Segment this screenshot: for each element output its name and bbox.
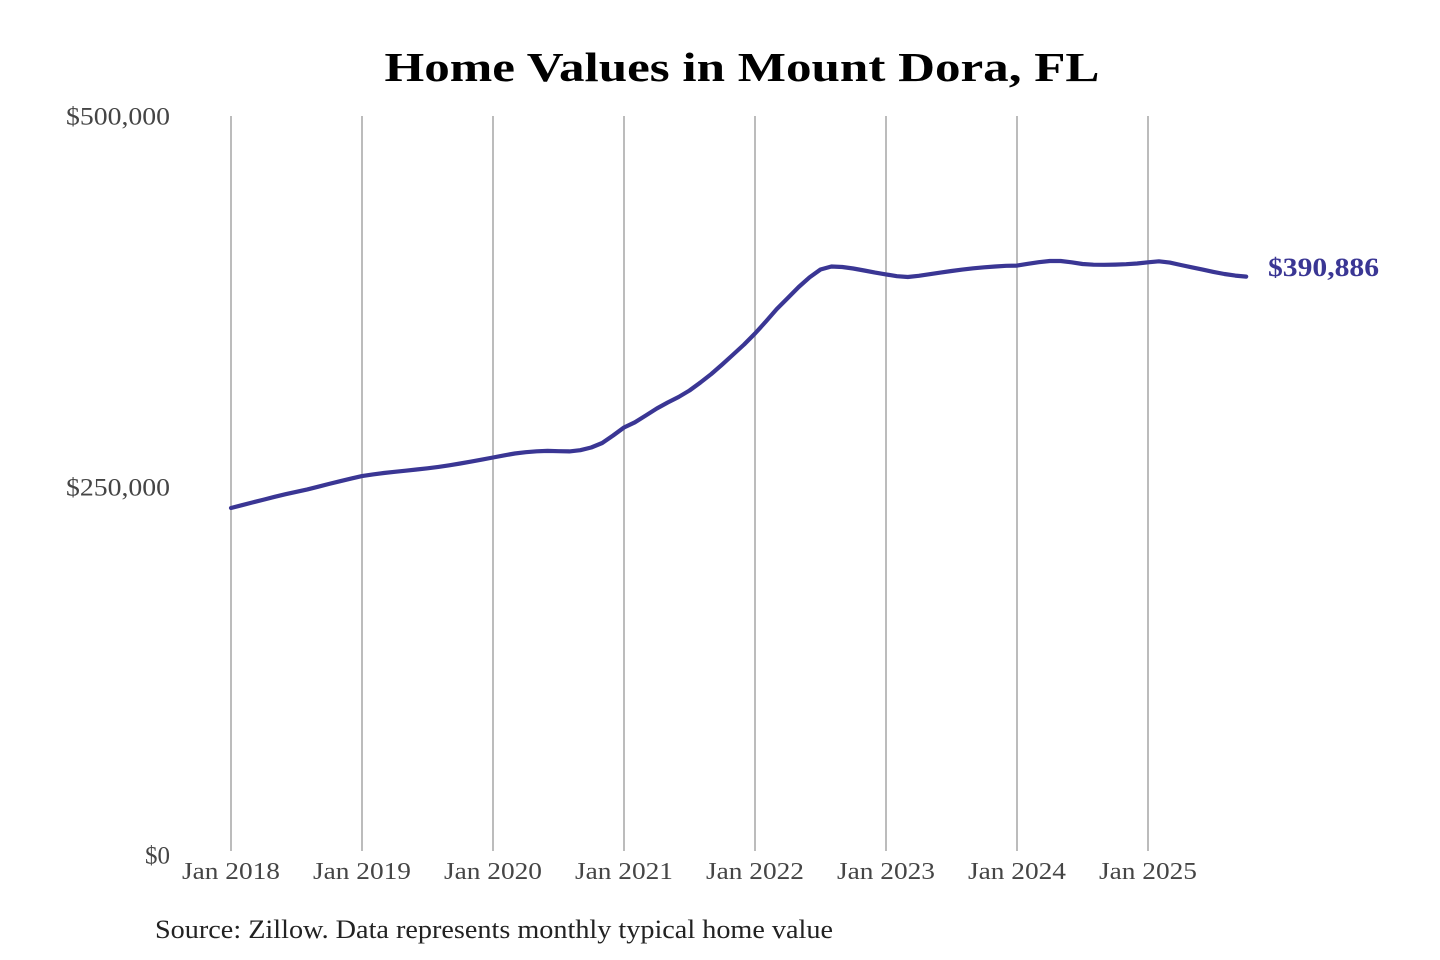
svg-text:Home Values in Mount Dora, FL: Home Values in Mount Dora, FL	[385, 44, 1100, 90]
svg-text:Jan 2018: Jan 2018	[182, 858, 280, 885]
svg-text:Jan 2020: Jan 2020	[444, 858, 542, 885]
svg-text:Jan 2023: Jan 2023	[837, 858, 935, 885]
svg-text:Jan 2021: Jan 2021	[575, 858, 673, 885]
svg-text:Source: Zillow. Data represent: Source: Zillow. Data represents monthly …	[155, 915, 833, 944]
svg-text:$500,000: $500,000	[66, 104, 170, 131]
svg-text:$390,886: $390,886	[1268, 253, 1379, 282]
svg-text:$250,000: $250,000	[66, 475, 170, 502]
svg-text:Jan 2022: Jan 2022	[706, 858, 804, 885]
svg-text:Jan 2024: Jan 2024	[968, 858, 1066, 885]
svg-text:Jan 2025: Jan 2025	[1099, 858, 1197, 885]
svg-text:$0: $0	[145, 843, 170, 870]
svg-text:Jan 2019: Jan 2019	[313, 858, 411, 885]
